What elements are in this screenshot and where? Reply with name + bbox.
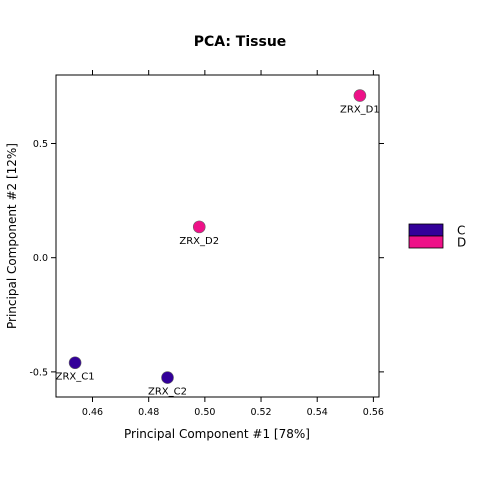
- y-tick-label: 0.0: [33, 253, 48, 264]
- x-tick-label: 0.56: [363, 407, 384, 418]
- x-tick-label: 0.46: [82, 407, 103, 418]
- chart-title: PCA: Tissue: [194, 34, 287, 50]
- y-axis-ticks: -0.5 0.0 0.5: [29, 139, 384, 378]
- data-point-label: ZRX_C1: [56, 372, 95, 383]
- data-point-zrx-d1: [353, 89, 367, 102]
- x-tick-label: 0.52: [250, 407, 271, 418]
- data-point-zrx-c2: [161, 371, 174, 384]
- y-tick-label: 0.5: [33, 139, 48, 150]
- legend-label: C: [457, 224, 465, 238]
- x-tick-label: 0.54: [307, 407, 328, 418]
- legend-label: D: [457, 236, 466, 250]
- x-axis-ticks: 0.46 0.48 0.50 0.52 0.54 0.56: [82, 70, 384, 418]
- legend-swatch-c: [408, 223, 444, 237]
- data-points: ZRX_C1 ZRX_C2 ZRX_D2 ZRX_D1: [56, 89, 380, 398]
- legend-swatch-d: [408, 235, 444, 249]
- x-tick-label: 0.50: [194, 407, 215, 418]
- y-axis-label: Principal Component #2 [12%]: [5, 143, 19, 329]
- x-tick-label: 0.48: [138, 407, 159, 418]
- x-axis-label: Principal Component #1 [78%]: [124, 427, 310, 441]
- data-point-label: ZRX_D2: [179, 236, 219, 247]
- plot-frame: [55, 74, 380, 398]
- legend: CD: [408, 223, 466, 250]
- y-tick-label: -0.5: [29, 367, 48, 378]
- data-point-label: ZRX_C2: [148, 387, 187, 398]
- data-point-label: ZRX_D1: [340, 105, 380, 116]
- data-point-zrx-d2: [192, 220, 206, 234]
- data-point-zrx-c1: [68, 356, 82, 370]
